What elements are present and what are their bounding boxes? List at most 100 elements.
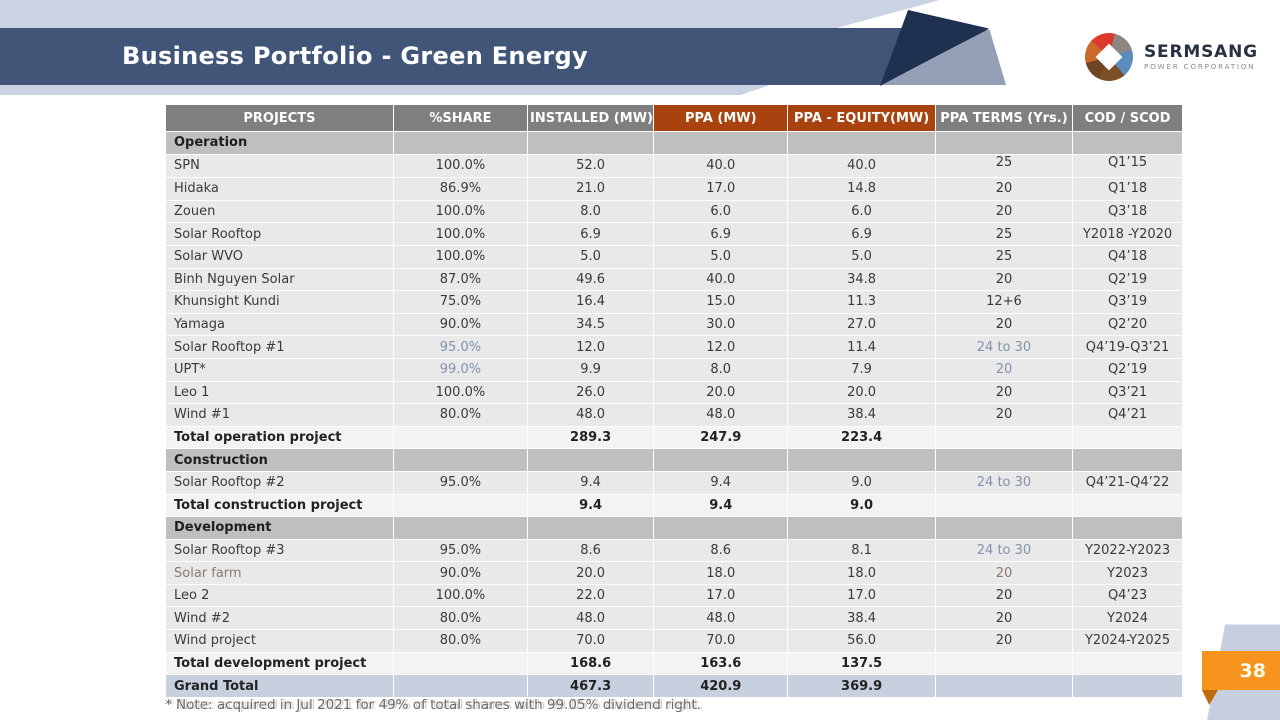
table-row: Solar WVO 100.0% 5.0 5.0 5.0 25 Q4’18 xyxy=(165,244,1183,269)
table-cell: 100.0% xyxy=(392,222,529,246)
table-cell: 9.4 xyxy=(653,470,789,495)
table-cell: 24 to 30 xyxy=(934,335,1074,359)
table-cell: 15.0 xyxy=(653,290,789,314)
table-cell xyxy=(1072,493,1183,518)
table-cell xyxy=(392,448,529,472)
table-cell: 24 to 30 xyxy=(934,470,1074,495)
table-cell: 20.0 xyxy=(787,380,936,405)
table-cell: 25 xyxy=(934,222,1074,246)
table-cell: UPT* xyxy=(165,357,394,382)
table-row: SPN 100.0% 52.0 40.0 40.0 25 Q1’15 xyxy=(165,153,1183,179)
table-cell: Q2’19 xyxy=(1072,267,1183,292)
table-cell xyxy=(934,651,1074,676)
table-cell xyxy=(787,516,936,540)
table-cell: 40.0 xyxy=(653,153,789,179)
table-row: Wind project 80.0% 70.0 70.0 56.0 20 Y2024-Y20… xyxy=(165,629,1183,653)
table-cell: 20 xyxy=(934,606,1074,631)
section-row: Development xyxy=(165,516,1183,540)
table-cell: Q2’20 xyxy=(1072,312,1183,337)
table-cell: Q1’18 xyxy=(1072,177,1183,201)
table-cell: 11.3 xyxy=(787,290,936,314)
table-row: Solar Rooftop 100.0% 6.9 6.9 6.9 25 Y2018 -Y20… xyxy=(165,222,1183,246)
table-cell xyxy=(653,131,789,155)
pinwheel-logo-icon xyxy=(1085,33,1133,81)
table-row: Leo 1 100.0% 26.0 20.0 20.0 20 Q3’21 xyxy=(165,380,1183,405)
table-cell: Q2’19 xyxy=(1072,357,1183,382)
table-cell: Zouen xyxy=(165,199,394,224)
portfolio-table: PROJECTS %SHARE INSTALLED (MW) PPA (MW) … xyxy=(165,104,1183,698)
table-cell: Leo 1 xyxy=(165,380,394,405)
table-cell: 12+6 xyxy=(934,290,1074,314)
table-cell: 6.0 xyxy=(787,199,936,224)
table-cell: 11.4 xyxy=(787,335,936,359)
table-cell xyxy=(527,131,655,155)
table-cell: 56.0 xyxy=(787,629,936,653)
table-cell: Wind #1 xyxy=(165,403,394,427)
company-logo: SERMSANG POWER CORPORATION xyxy=(1085,30,1258,84)
table-cell: 17.0 xyxy=(653,177,789,201)
table-cell: Q3’19 xyxy=(1072,290,1183,314)
table-cell: 20 xyxy=(934,380,1074,405)
table-cell: 34.5 xyxy=(527,312,655,337)
table-cell: 20.0 xyxy=(653,380,789,405)
table-cell: 100.0% xyxy=(392,380,529,405)
table-cell xyxy=(1072,674,1183,698)
table-cell: 70.0 xyxy=(653,629,789,653)
table-cell xyxy=(392,516,529,540)
table-cell: 86.9% xyxy=(392,177,529,201)
table-cell xyxy=(934,131,1074,155)
table-cell: 223.4 xyxy=(787,425,936,450)
table-cell xyxy=(527,516,655,540)
table-cell: Y2023 xyxy=(1072,561,1183,585)
table-cell: 17.0 xyxy=(653,583,789,608)
table-cell: 12.0 xyxy=(653,335,789,359)
footnote: * Note: acquired in Jul 2021 for 49% of … xyxy=(165,697,702,713)
table-cell: 6.0 xyxy=(653,199,789,224)
column-header-ppa: PPA (MW) xyxy=(653,104,789,132)
grand-row: Grand Total 467.3 420.9 369.9 xyxy=(165,674,1183,698)
table-cell: 38.4 xyxy=(787,606,936,631)
table-cell: Q4’21 xyxy=(1072,403,1183,427)
table-cell: 467.3 xyxy=(527,674,655,698)
table-cell: 18.0 xyxy=(787,561,936,585)
top-light-strip xyxy=(0,0,940,28)
table-cell: 420.9 xyxy=(653,674,789,698)
table-row: Wind #1 80.0% 48.0 48.0 38.4 20 Q4’21 xyxy=(165,403,1183,427)
table-cell: 30.0 xyxy=(653,312,789,337)
table-cell: 9.0 xyxy=(787,493,936,518)
table-row: Leo 2 100.0% 22.0 17.0 17.0 20 Q4’23 xyxy=(165,583,1183,608)
table-cell: SPN xyxy=(165,153,394,179)
table-cell: Solar Rooftop #2 xyxy=(165,470,394,495)
table-cell: 20 xyxy=(934,629,1074,653)
page-number: 38 xyxy=(1239,659,1266,682)
table-cell: 289.3 xyxy=(527,425,655,450)
table-cell: 16.4 xyxy=(527,290,655,314)
table-cell: 7.9 xyxy=(787,357,936,382)
total-row: Total operation project 289.3 247.9 223.4 xyxy=(165,425,1183,450)
table-cell: Construction xyxy=(165,448,394,472)
table-cell: 80.0% xyxy=(392,403,529,427)
table-row: Hidaka 86.9% 21.0 17.0 14.8 20 Q1’18 xyxy=(165,177,1183,201)
table-row: Solar Rooftop #2 95.0% 9.4 9.4 9.0 24 to 30 Q4… xyxy=(165,470,1183,495)
bottom-light-strip xyxy=(0,85,770,95)
table-cell: Total construction project xyxy=(165,493,394,518)
table-cell: 8.0 xyxy=(653,357,789,382)
table-cell: 49.6 xyxy=(527,267,655,292)
table-cell: 9.4 xyxy=(653,493,789,518)
table-cell: 9.4 xyxy=(527,470,655,495)
table-cell: 80.0% xyxy=(392,629,529,653)
table-row: Binh Nguyen Solar 87.0% 49.6 40.0 34.8 20 Q2’1… xyxy=(165,267,1183,292)
table-cell: 48.0 xyxy=(653,403,789,427)
table-cell: Q4’19-Q3’21 xyxy=(1072,335,1183,359)
table-row: Zouen 100.0% 8.0 6.0 6.0 20 Q3’18 xyxy=(165,199,1183,224)
table-cell: 40.0 xyxy=(787,153,936,179)
table-cell xyxy=(934,425,1074,450)
table-cell: Wind #2 xyxy=(165,606,394,631)
table-cell: 75.0% xyxy=(392,290,529,314)
table-row: UPT* 99.0% 9.9 8.0 7.9 20 Q2’19 xyxy=(165,357,1183,382)
table-cell xyxy=(1072,131,1183,155)
table-cell: Q4’18 xyxy=(1072,244,1183,269)
table-cell: 25 xyxy=(934,244,1074,269)
table-cell: 34.8 xyxy=(787,267,936,292)
table-cell: 95.0% xyxy=(392,335,529,359)
